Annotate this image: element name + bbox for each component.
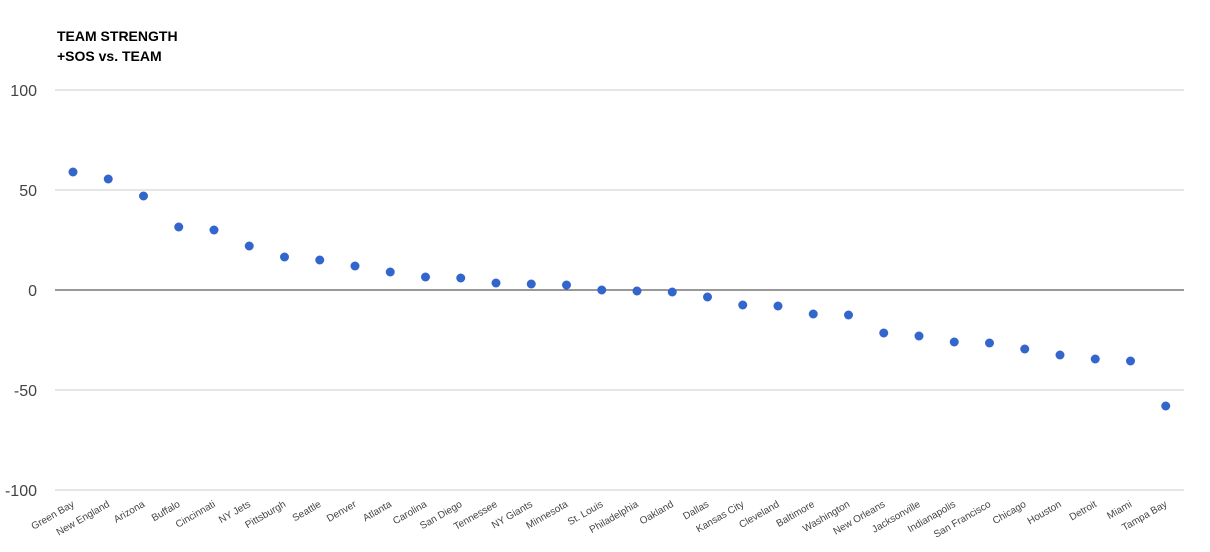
- x-category-label: Atlanta: [361, 499, 394, 524]
- data-point: [808, 309, 818, 319]
- data-point: [1055, 350, 1065, 360]
- data-point: [632, 286, 642, 296]
- chart-title-line-2: +SOS vs. TEAM: [57, 48, 162, 64]
- data-point: [1126, 356, 1135, 366]
- x-category-label: Chicago: [991, 499, 1029, 527]
- data-point: [209, 225, 219, 235]
- data-point: [949, 337, 959, 347]
- x-category-label: Cincinnati: [174, 499, 218, 530]
- y-tick-label: 0: [28, 283, 37, 300]
- data-point: [703, 292, 712, 302]
- data-point: [1020, 344, 1030, 354]
- data-point: [844, 310, 853, 320]
- y-axis-ticks: 100 50 0 -50 -100: [5, 83, 37, 500]
- data-points: [68, 167, 1171, 411]
- data-point: [103, 174, 113, 184]
- data-point: [68, 167, 78, 177]
- data-point: [562, 280, 571, 290]
- y-tick-label: 100: [10, 83, 37, 100]
- x-category-label: Arizona: [112, 499, 147, 526]
- x-category-label: Seattle: [291, 499, 324, 524]
- data-point: [597, 285, 607, 295]
- x-category-label: Oakland: [638, 499, 676, 527]
- data-point: [385, 267, 395, 277]
- data-point: [1161, 401, 1171, 411]
- data-point: [985, 338, 994, 348]
- chart-title: TEAM STRENGTH +SOS vs. TEAM: [57, 26, 178, 66]
- data-point: [280, 252, 289, 262]
- gridlines: [55, 89, 1184, 491]
- data-point: [738, 300, 748, 310]
- x-category-label: Cleveland: [737, 499, 781, 531]
- data-point: [667, 287, 677, 297]
- data-point: [1090, 354, 1100, 364]
- data-point: [315, 255, 325, 265]
- data-point: [139, 191, 148, 201]
- data-point: [456, 273, 466, 283]
- chart-title-line-1: TEAM STRENGTH: [57, 28, 178, 44]
- data-point: [350, 261, 360, 271]
- data-point: [174, 222, 184, 232]
- x-category-label: Pittsburgh: [244, 499, 288, 531]
- data-point: [879, 328, 889, 338]
- data-point: [491, 278, 501, 288]
- y-tick-label: -50: [14, 383, 37, 400]
- data-point: [914, 331, 924, 341]
- data-point: [244, 241, 254, 251]
- y-tick-label: 50: [19, 183, 37, 200]
- x-category-label: Denver: [325, 499, 359, 525]
- y-tick-label: -100: [5, 483, 37, 500]
- x-category-label: Detroit: [1068, 499, 1099, 523]
- data-point: [526, 279, 536, 289]
- data-point: [421, 272, 430, 282]
- x-category-label: Houston: [1026, 499, 1064, 527]
- data-point: [773, 301, 783, 311]
